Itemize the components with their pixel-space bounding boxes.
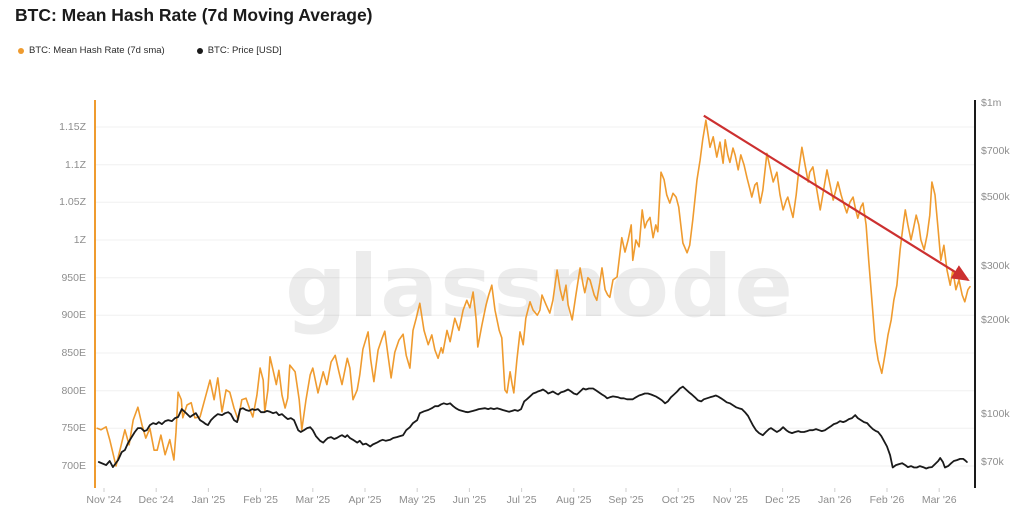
x-axis-tick-label: Sep '25 — [608, 494, 644, 506]
left-axis-tick-label: 950E — [61, 272, 86, 284]
right-axis-tick-label: $70k — [981, 456, 1004, 468]
x-axis-tick-label: Mar '25 — [295, 494, 331, 506]
x-axis-tick-label: Jan '25 — [191, 494, 226, 506]
legend: BTC: Mean Hash Rate (7d sma) BTC: Price … — [18, 45, 282, 56]
x-axis-tick-label: Nov '24 — [86, 494, 122, 506]
left-axis-tick-label: 1.1Z — [64, 159, 86, 171]
x-axis-tick-label: Dec '24 — [138, 494, 174, 506]
x-axis-tick-label: Oct '25 — [661, 494, 695, 506]
hash-rate-line — [96, 119, 971, 467]
right-axis-tick-label: $300k — [981, 260, 1010, 272]
price-legend-dot-icon — [196, 47, 203, 54]
hash-rate-legend-dot-icon — [18, 47, 24, 54]
x-axis-tick-label: Aug '25 — [556, 494, 592, 506]
x-axis-tick-label: Dec '25 — [764, 494, 801, 506]
x-axis-tick-label: Apr '25 — [348, 494, 382, 506]
left-axis-tick-label: 750E — [61, 422, 86, 434]
left-axis-tick-label: 800E — [61, 385, 86, 397]
downtrend-arrow — [703, 114, 970, 282]
left-axis-tick-label: 1.05Z — [59, 196, 86, 208]
legend-item-hash-rate[interactable]: BTC: Mean Hash Rate (7d sma) — [18, 45, 165, 56]
price-line — [97, 385, 968, 470]
x-axis-tick-label: Jun '25 — [452, 494, 487, 506]
left-axis-tick-label: 900E — [61, 309, 86, 321]
left-axis-tick-label: 700E — [61, 460, 86, 472]
legend-item-price[interactable]: BTC: Price [USD] — [196, 45, 282, 56]
legend-label-price: BTC: Price [USD] — [207, 45, 282, 56]
x-axis-tick-label: May '25 — [398, 494, 436, 506]
right-axis-tick-label: $1m — [981, 97, 1002, 109]
left-axis-tick-label: 1.15Z — [59, 121, 86, 133]
x-axis-tick-label: Feb '25 — [243, 494, 278, 506]
legend-label-hash-rate: BTC: Mean Hash Rate (7d sma) — [29, 45, 165, 56]
right-axis-tick-label: $200k — [981, 314, 1010, 326]
x-axis-tick-label: Feb '26 — [869, 494, 905, 506]
x-axis-tick-label: Jul '25 — [506, 494, 537, 506]
x-axis-tick-label: Jan '26 — [818, 494, 852, 506]
left-axis-tick-label: 850E — [61, 347, 86, 359]
right-axis-tick-label: $100k — [981, 408, 1010, 420]
left-axis-tick-label: 1Z — [73, 234, 86, 246]
right-axis-tick-label: $500k — [981, 191, 1010, 203]
right-axis-tick-label: $700k — [981, 145, 1010, 157]
x-axis-tick-label: Mar '26 — [921, 494, 957, 506]
x-axis-tick-label: Nov '25 — [712, 494, 749, 506]
glassnode-watermark: glassnode — [285, 237, 795, 337]
page-title: BTC: Mean Hash Rate (7d Moving Average) — [15, 5, 373, 25]
